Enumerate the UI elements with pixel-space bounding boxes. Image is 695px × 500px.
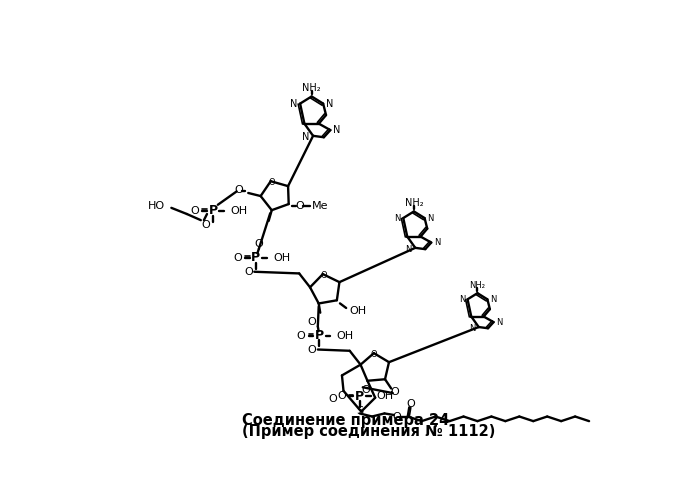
Text: NH₂: NH₂ bbox=[404, 198, 423, 208]
Text: OH: OH bbox=[336, 330, 354, 340]
Text: O: O bbox=[371, 350, 377, 358]
Text: O: O bbox=[407, 399, 415, 409]
Text: S: S bbox=[356, 406, 363, 416]
Text: O: O bbox=[390, 386, 399, 396]
Text: O: O bbox=[269, 178, 276, 186]
Text: N: N bbox=[469, 324, 475, 333]
Text: NH₂: NH₂ bbox=[470, 282, 486, 290]
Text: P: P bbox=[315, 329, 324, 342]
Text: O: O bbox=[233, 253, 242, 263]
Text: N: N bbox=[434, 238, 441, 247]
Text: O: O bbox=[202, 220, 210, 230]
Text: O: O bbox=[361, 386, 370, 396]
Text: OH: OH bbox=[230, 206, 247, 216]
Text: O: O bbox=[329, 394, 337, 404]
Text: N: N bbox=[427, 214, 434, 222]
Text: O: O bbox=[190, 206, 199, 216]
Text: N: N bbox=[333, 125, 341, 135]
Text: P: P bbox=[252, 252, 261, 264]
Text: O: O bbox=[307, 344, 316, 354]
Text: (Пример соединения № 1112): (Пример соединения № 1112) bbox=[242, 424, 496, 440]
Text: OH: OH bbox=[273, 253, 290, 263]
Text: N: N bbox=[302, 132, 309, 142]
Text: P: P bbox=[355, 390, 364, 403]
Text: O: O bbox=[307, 317, 316, 327]
Text: O: O bbox=[297, 330, 305, 340]
Text: N: N bbox=[490, 295, 496, 304]
Text: O: O bbox=[244, 267, 253, 277]
Text: P: P bbox=[208, 204, 218, 218]
Text: N: N bbox=[290, 98, 297, 108]
Text: N: N bbox=[406, 244, 412, 254]
Text: O: O bbox=[320, 270, 327, 280]
Text: OH: OH bbox=[377, 392, 394, 402]
Text: O: O bbox=[295, 200, 304, 210]
Text: N: N bbox=[496, 318, 502, 326]
Text: O: O bbox=[337, 392, 345, 402]
Text: O: O bbox=[393, 412, 401, 422]
Text: N: N bbox=[326, 98, 334, 108]
Text: N: N bbox=[394, 214, 400, 222]
Text: HO: HO bbox=[148, 202, 165, 211]
Text: OH: OH bbox=[350, 306, 366, 316]
Text: NH₂: NH₂ bbox=[302, 83, 321, 93]
Text: O: O bbox=[254, 239, 263, 249]
Text: O: O bbox=[235, 185, 243, 195]
Text: N: N bbox=[459, 295, 465, 304]
Text: Соединение примера 24: Соединение примера 24 bbox=[242, 413, 449, 428]
Text: Me: Me bbox=[312, 200, 329, 210]
